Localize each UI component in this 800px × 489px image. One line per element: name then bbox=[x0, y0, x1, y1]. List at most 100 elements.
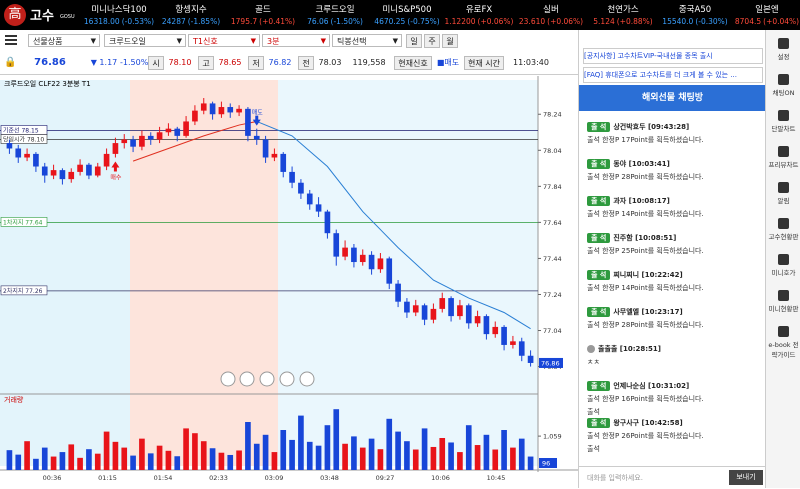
volume-bar bbox=[94, 453, 101, 470]
ticker-price: 8704.5 bbox=[734, 17, 762, 26]
volume-bar bbox=[333, 409, 340, 470]
message-head: 출 석 왕구사구 [10:42:58] bbox=[587, 418, 757, 428]
sidebar-item[interactable]: 설정 bbox=[766, 38, 800, 61]
badge: 출 석 bbox=[587, 418, 611, 428]
zoom-right[interactable] bbox=[239, 371, 255, 387]
message-head: 출 석 사무엘엘 [10:23:17] bbox=[587, 307, 757, 317]
sidebar-item[interactable]: e-book 전략가이드 bbox=[766, 326, 800, 359]
period-button[interactable]: 주 bbox=[424, 34, 440, 48]
menu-icon[interactable] bbox=[5, 35, 17, 45]
last-volume: 96 bbox=[542, 460, 550, 468]
session-bg bbox=[278, 80, 538, 466]
candle-body bbox=[139, 135, 145, 147]
last-volume-tag bbox=[539, 458, 557, 468]
ticker-change: (-1.50%) bbox=[330, 17, 363, 26]
prev: 78.03 bbox=[318, 58, 342, 67]
candle-body bbox=[342, 247, 348, 257]
notice[interactable]: [공지사항] 고수차트VIP-국내선물 종목 출시 bbox=[583, 48, 763, 64]
volume-bar bbox=[112, 441, 119, 470]
volume-bar bbox=[324, 425, 331, 470]
item-select[interactable]: 크루드오일 bbox=[104, 34, 186, 48]
y-tick-label: 77.84 bbox=[543, 183, 562, 191]
candle-body bbox=[165, 128, 172, 133]
ticker-price: 1795.7 bbox=[230, 17, 258, 26]
ticker-change: (+0.41%) bbox=[259, 17, 296, 26]
zoom-left[interactable] bbox=[220, 371, 236, 387]
zoom-out[interactable] bbox=[279, 371, 295, 387]
sidebar-item[interactable]: 프리뷰차트 bbox=[766, 146, 800, 169]
ticker-values: 24287 (-1.85%) bbox=[152, 17, 230, 26]
tick-select[interactable]: 틱봉선택 bbox=[332, 34, 402, 48]
volume-bar bbox=[386, 418, 393, 470]
signal-select[interactable]: T1신호 bbox=[188, 34, 260, 48]
volume-bar bbox=[236, 450, 242, 470]
product-select[interactable]: 선물상품 bbox=[28, 34, 100, 48]
sidebar-item[interactable]: 채팅ON bbox=[766, 74, 800, 97]
price: 76.86 bbox=[34, 57, 66, 68]
candle-body bbox=[457, 305, 463, 317]
chat-input[interactable]: 대화를 입력하세요. 보내기 bbox=[579, 466, 766, 489]
candle-body bbox=[404, 301, 410, 313]
last-price: 76.86 bbox=[541, 359, 560, 367]
sidebar-item[interactable]: 미니현황판 bbox=[766, 290, 800, 313]
volume-bar bbox=[165, 450, 172, 470]
volume-bar bbox=[457, 452, 463, 470]
volume-bar bbox=[518, 438, 525, 470]
candle-body bbox=[324, 211, 331, 234]
volume-bar bbox=[430, 446, 437, 470]
candle-body bbox=[262, 139, 269, 158]
badge: 출 석 bbox=[587, 307, 611, 317]
send-button[interactable]: 보내기 bbox=[729, 470, 763, 485]
message-text: 출석 한정P 14Point를 획득하셨습니다. bbox=[587, 210, 704, 218]
sidebar-item[interactable]: 고수현황판 bbox=[766, 218, 800, 241]
candle-body bbox=[430, 308, 437, 320]
toolbar: 선물상품 크루드오일 T1신호 3분 틱봉선택 일 주 월 bbox=[0, 30, 578, 53]
notice[interactable]: [FAQ] 휴대폰으로 고수차트를 더 크게 볼 수 있는 ... bbox=[583, 67, 763, 83]
sidebar-icon bbox=[778, 290, 789, 301]
ticker-name: 골드 bbox=[255, 5, 271, 15]
ticker-name: 실버 bbox=[543, 5, 559, 15]
candle-body bbox=[289, 171, 295, 183]
y-tick-label: 77.64 bbox=[543, 219, 562, 227]
message-head: 출 석 언제나순심 [10:31:02] bbox=[587, 381, 757, 391]
sidebar-item[interactable]: 단말차트 bbox=[766, 110, 800, 133]
candle-body bbox=[510, 341, 516, 345]
volume-bar bbox=[41, 447, 48, 470]
sidebar-item[interactable]: 알림 bbox=[766, 182, 800, 205]
ticker-values: 23.610 (+0.06%) bbox=[512, 17, 590, 26]
volume-bar bbox=[465, 425, 472, 470]
ticker: 일본엔 8704.5 (+0.04%) bbox=[728, 3, 800, 26]
change: ▼ 1.17 bbox=[90, 58, 118, 67]
candle-body bbox=[439, 298, 446, 309]
period-button[interactable]: 월 bbox=[442, 34, 458, 48]
ticker-price: 4670.25 bbox=[374, 17, 406, 26]
volume-bar bbox=[227, 454, 234, 470]
user: 언제나순심 [10:31:02] bbox=[613, 382, 690, 390]
low: 76.82 bbox=[268, 58, 292, 67]
ticker-price: 5.124 bbox=[593, 17, 615, 26]
candle-body bbox=[209, 103, 216, 115]
session-bg bbox=[0, 80, 130, 466]
candle-body bbox=[298, 182, 304, 194]
zoom-in[interactable] bbox=[259, 371, 275, 387]
zoom-reset[interactable] bbox=[299, 371, 315, 387]
x-tick-label: 10:45 bbox=[487, 474, 506, 482]
period-button[interactable]: 일 bbox=[406, 34, 422, 48]
volume-bar bbox=[359, 447, 366, 470]
message-text: 출석 한정P 26Point를 획득하셨습니다. bbox=[587, 432, 704, 440]
volume-bar bbox=[404, 441, 410, 470]
x-tick-label: 03:09 bbox=[265, 474, 284, 482]
lock-icon[interactable]: 🔒 bbox=[4, 57, 17, 68]
y-tick-label: 78.24 bbox=[543, 111, 562, 119]
last-price-tag bbox=[539, 357, 563, 368]
volume-bar bbox=[412, 449, 419, 470]
volume-bar bbox=[306, 441, 313, 470]
ticker-values: 15540.0 (-0.30%) bbox=[656, 17, 734, 26]
volume-bar bbox=[253, 443, 260, 470]
interval-select[interactable]: 3분 bbox=[262, 34, 330, 48]
sidebar-item[interactable]: 미니호가 bbox=[766, 254, 800, 277]
candle-body bbox=[518, 341, 525, 356]
ticker-values: 5.124 (+0.88%) bbox=[584, 17, 662, 26]
volume-bar bbox=[395, 431, 401, 470]
